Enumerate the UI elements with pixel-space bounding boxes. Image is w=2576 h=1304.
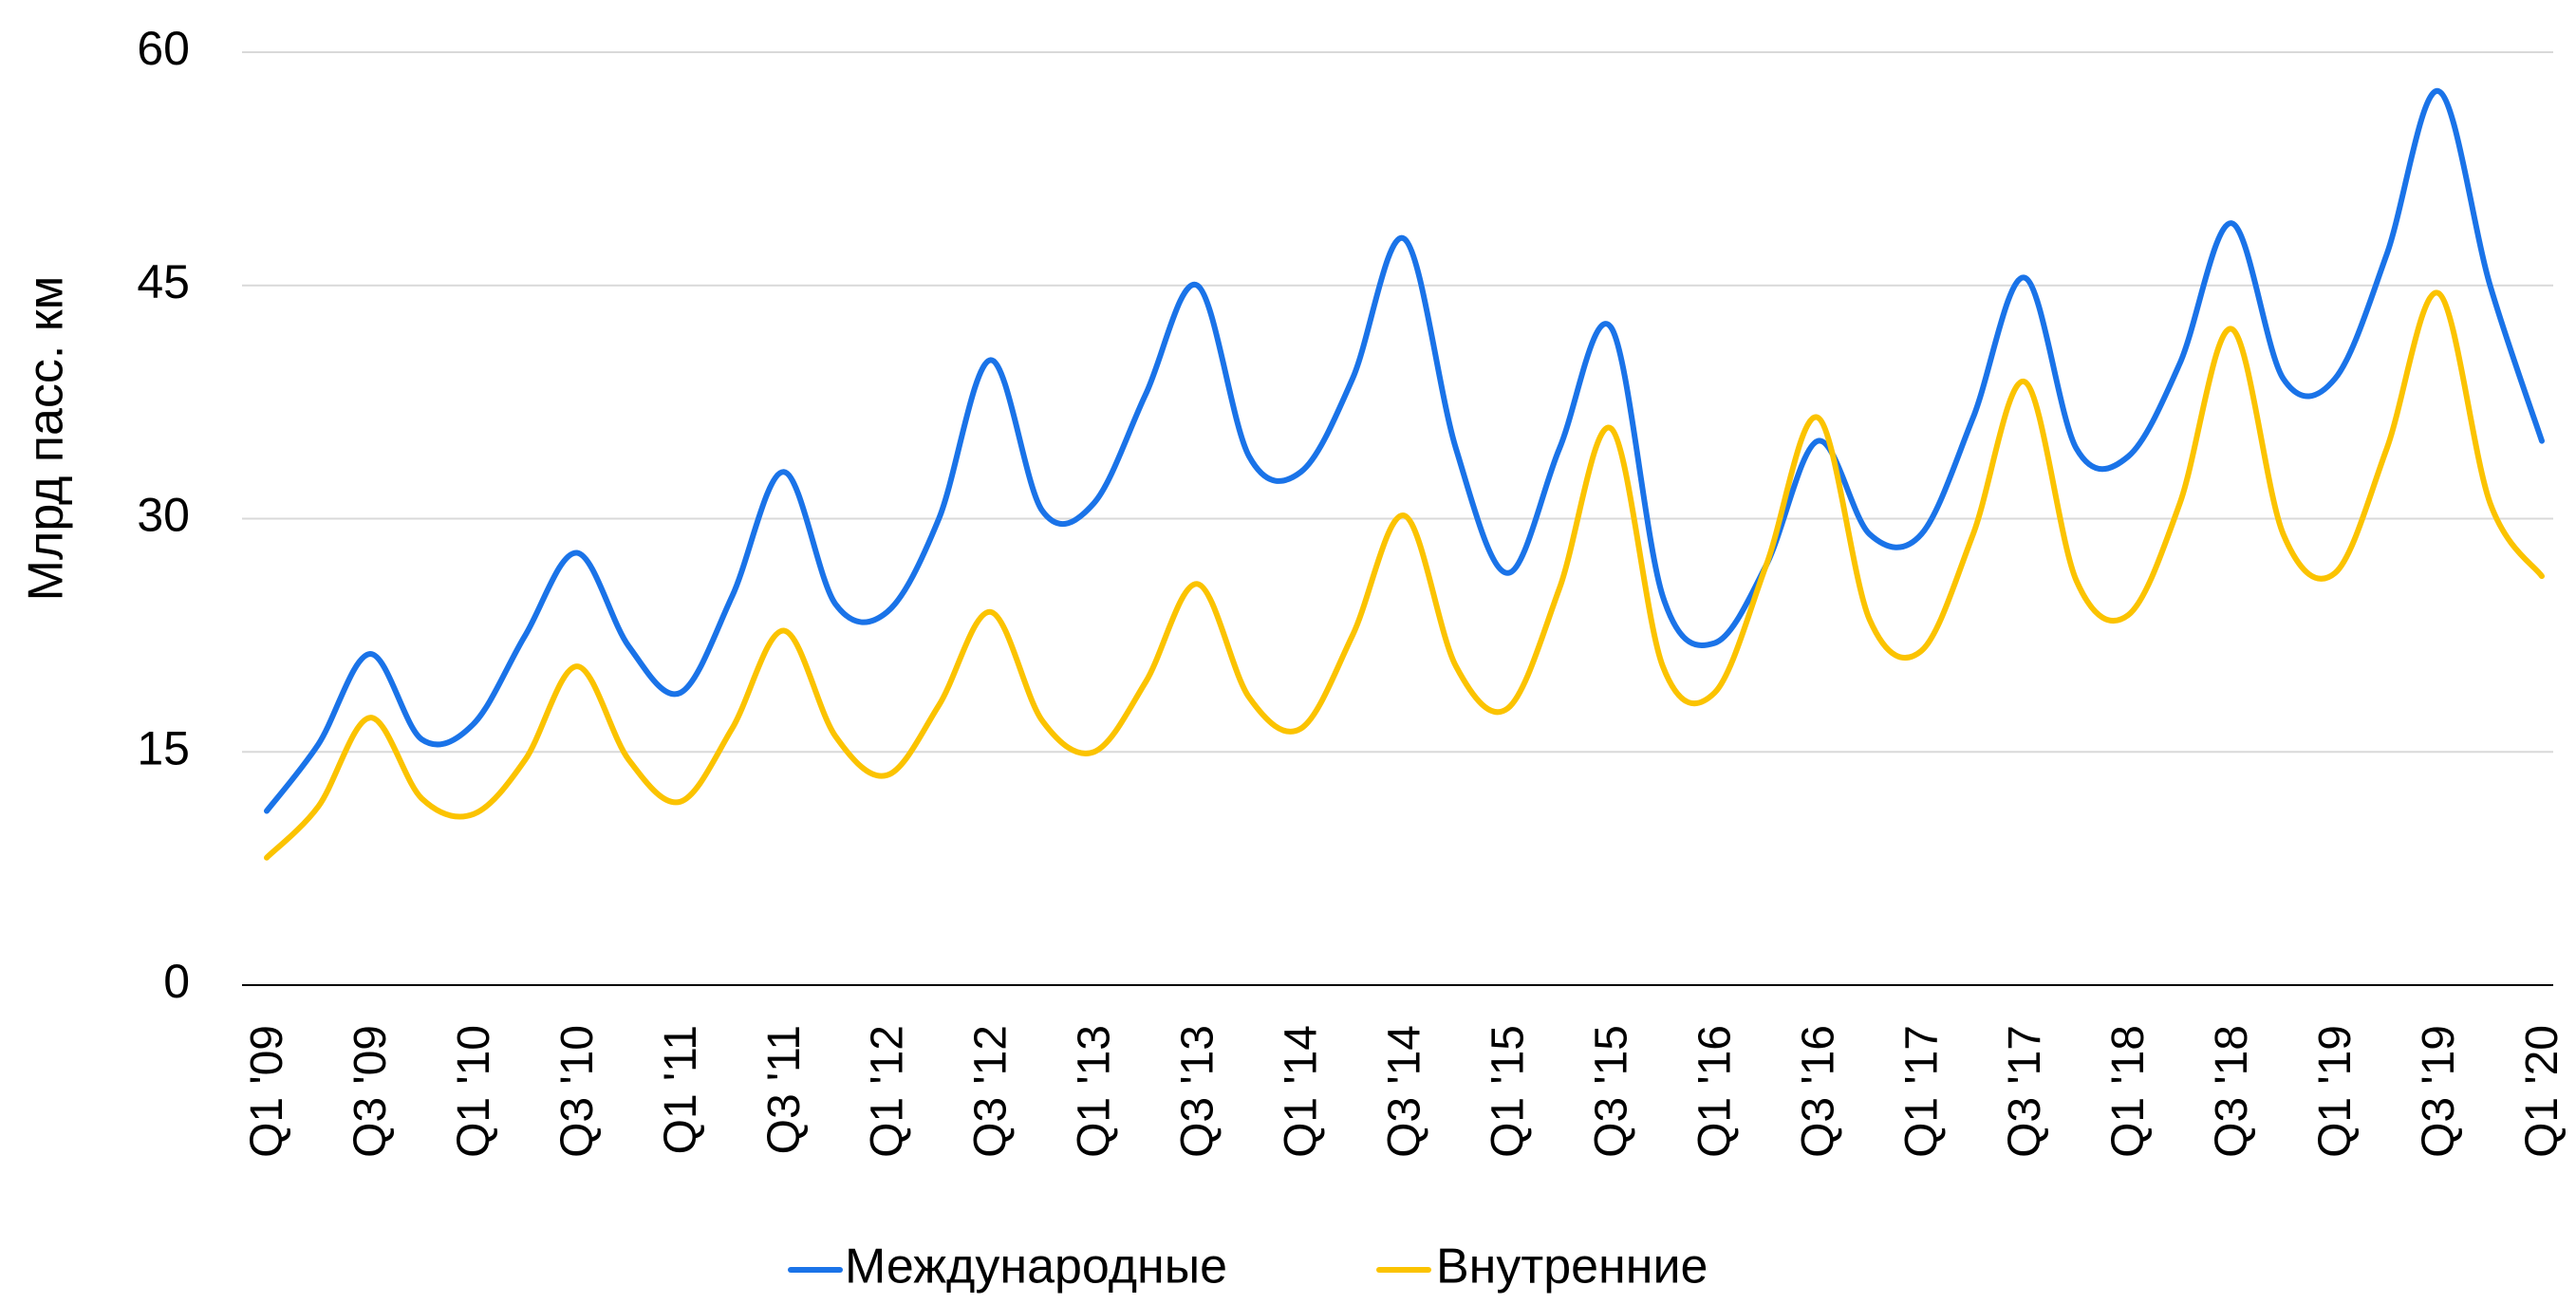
x-tick-label: Q1 '18 bbox=[2103, 1025, 2154, 1158]
x-tick-label: Q3 '13 bbox=[1173, 1025, 1223, 1158]
x-axis: Q1 '09 Q3 '09 Q1 '10 Q3 '10 Q1 '11 Q3 '11 Q1 '… bbox=[242, 984, 2567, 1158]
x-tick-label: Q3 '17 bbox=[2000, 1025, 2050, 1158]
x-tick-label: Q3 '14 bbox=[1380, 1025, 1430, 1158]
x-tick-label: Q1 '17 bbox=[1896, 1025, 1947, 1158]
legend: Международные Внутренние bbox=[788, 1239, 1708, 1295]
x-tick-label: Q3 '11 bbox=[759, 1025, 810, 1154]
x-tick-label: Q3 '15 bbox=[1586, 1025, 1636, 1158]
y-tick-label: 60 bbox=[137, 22, 190, 75]
gridlines bbox=[242, 51, 2553, 754]
x-tick-label: Q3 '12 bbox=[966, 1025, 1017, 1158]
x-tick-label: Q3 '16 bbox=[1793, 1025, 1843, 1158]
x-tick-label: Q1 '12 bbox=[863, 1025, 913, 1158]
y-tick-label: 15 bbox=[137, 721, 190, 774]
series-line-domestic bbox=[264, 289, 2545, 861]
x-tick-label: Q3 '10 bbox=[552, 1025, 603, 1158]
series-line-international bbox=[264, 88, 2545, 814]
x-tick-label: Q1 '19 bbox=[2310, 1025, 2361, 1158]
legend-label: Внутренние bbox=[1436, 1239, 1708, 1295]
series-lines bbox=[264, 88, 2545, 861]
x-tick-label: Q1 '13 bbox=[1070, 1025, 1120, 1158]
y-tick-label: 30 bbox=[137, 489, 190, 542]
x-tick-label: Q1 '14 bbox=[1277, 1025, 1327, 1158]
y-axis-title: Млрд пасс. км bbox=[19, 276, 74, 602]
x-tick-label: Q1 '09 bbox=[242, 1025, 292, 1158]
x-tick-label: Q3 '18 bbox=[2207, 1025, 2257, 1158]
y-axis: 0 15 30 45 60 bbox=[137, 22, 190, 1008]
x-tick-label: Q1 '10 bbox=[449, 1025, 499, 1158]
x-tick-label: Q1 '11 bbox=[656, 1025, 706, 1154]
y-tick-label: 0 bbox=[163, 955, 190, 1008]
x-tick-label: Q3 '19 bbox=[2414, 1025, 2464, 1158]
y-tick-label: 45 bbox=[137, 255, 190, 308]
legend-label: Международные bbox=[845, 1239, 1227, 1295]
x-tick-label: Q1 '15 bbox=[1483, 1025, 1533, 1158]
x-tick-label: Q1 '16 bbox=[1689, 1025, 1740, 1158]
x-tick-label: Q1 '20 bbox=[2517, 1025, 2567, 1158]
x-tick-label: Q3 '09 bbox=[345, 1025, 396, 1158]
